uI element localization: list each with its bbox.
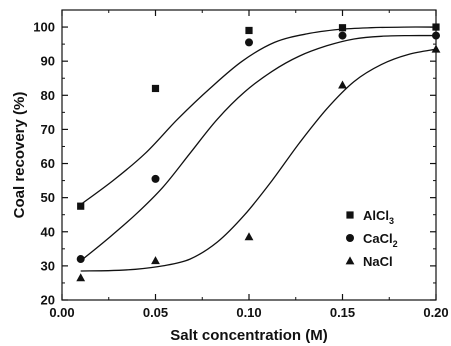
fit-curves [80, 26, 437, 272]
data-point-CaCl2 [245, 38, 253, 47]
y-tick-label: 70 [41, 122, 55, 137]
x-tick-label: 0.20 [423, 305, 448, 320]
y-tick-label: 50 [41, 190, 55, 205]
data-point-AlCl3 [245, 26, 253, 35]
legend-label-NaCl: NaCl [363, 254, 393, 269]
y-tick-label: 60 [41, 156, 55, 171]
data-point-AlCl3 [432, 23, 440, 31]
legend-marker-NaCl [345, 256, 355, 265]
data-point-NaCl [431, 44, 441, 53]
data-point-NaCl [338, 80, 347, 89]
x-tick-label: 0.00 [49, 305, 74, 320]
fit-curve-AlCl3 [80, 26, 437, 206]
data-point-CaCl2 [76, 255, 85, 264]
data-point-CaCl2 [151, 174, 160, 183]
legend-marker-AlCl3 [346, 211, 354, 219]
legend-label-AlCl3: AlCl3 [363, 208, 394, 226]
data-point-CaCl2 [432, 31, 440, 40]
y-tick-label: 20 [41, 293, 55, 308]
y-axis-title: Coal recovery (%) [11, 92, 28, 219]
fit-curve-CaCl2 [80, 34, 437, 262]
axis-ticks: 0.00 0.05 0.10 0.15 0.20 20 30 40 50 60 70 80 90 100 [33, 10, 449, 320]
data-point-NaCl [76, 273, 86, 282]
legend-marker-CaCl2 [346, 234, 354, 242]
data-point-CaCl2 [338, 31, 347, 40]
legend-label-CaCl2: CaCl2 [363, 231, 398, 249]
y-tick-label: 90 [41, 54, 55, 69]
data-point-AlCl3 [77, 202, 85, 210]
legend: AlCl3 CaCl2 NaCl [345, 208, 398, 269]
data-points [76, 23, 441, 282]
data-point-AlCl3 [338, 24, 347, 32]
x-tick-label: 0.05 [143, 305, 168, 320]
x-tick-label: 0.15 [330, 305, 355, 320]
x-tick-label: 0.10 [236, 305, 261, 320]
data-point-NaCl [151, 256, 160, 265]
fit-curve-NaCl [80, 48, 437, 272]
y-tick-label: 30 [41, 258, 55, 273]
x-axis-title: Salt concentration (M) [170, 327, 328, 344]
data-point-AlCl3 [151, 84, 160, 93]
y-tick-label: 80 [41, 88, 55, 103]
y-tick-label: 40 [41, 224, 55, 239]
y-tick-label: 100 [33, 20, 55, 35]
data-point-NaCl [244, 232, 254, 241]
